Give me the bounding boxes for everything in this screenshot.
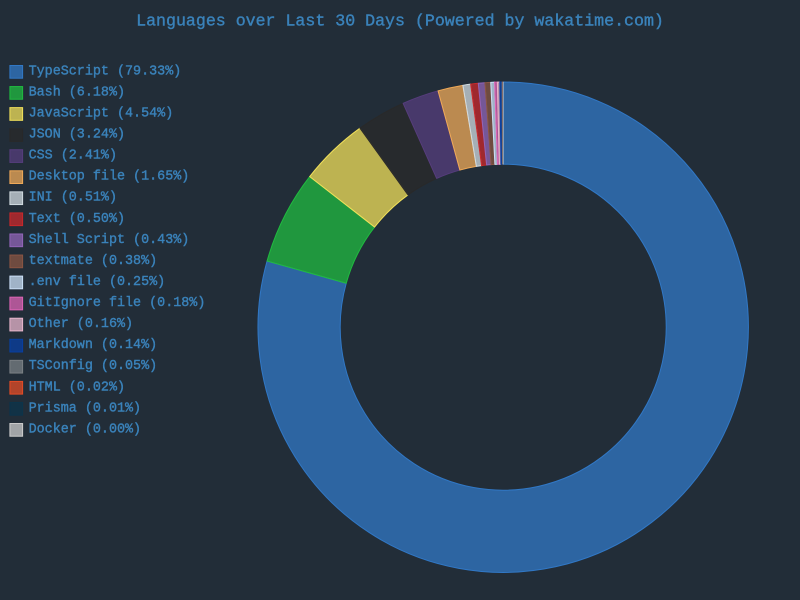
svg-text:.env file (0.25%): .env file (0.25%) [29, 275, 166, 290]
svg-text:HTML (0.02%): HTML (0.02%) [29, 380, 125, 395]
svg-text:Prisma (0.01%): Prisma (0.01%) [29, 401, 142, 416]
svg-text:Shell Script (0.43%): Shell Script (0.43%) [29, 233, 190, 248]
svg-text:INI (0.51%): INI (0.51%) [29, 191, 117, 206]
svg-text:Other (0.16%): Other (0.16%) [29, 317, 133, 332]
svg-text:Text (0.50%): Text (0.50%) [29, 212, 125, 227]
svg-text:TSConfig (0.05%): TSConfig (0.05%) [29, 359, 158, 374]
svg-text:GitIgnore file (0.18%): GitIgnore file (0.18%) [29, 296, 206, 311]
svg-text:Desktop file (1.65%): Desktop file (1.65%) [29, 170, 190, 185]
svg-text:Docker (0.00%): Docker (0.00%) [29, 422, 142, 437]
svg-text:CSS (2.41%): CSS (2.41%) [29, 149, 117, 164]
svg-text:textmate (0.38%): textmate (0.38%) [29, 254, 158, 269]
svg-text:Languages over Last 30 Days (P: Languages over Last 30 Days (Powered by … [136, 12, 664, 31]
svg-text:Bash (6.18%): Bash (6.18%) [29, 85, 125, 100]
svg-text:TypeScript (79.33%): TypeScript (79.33%) [29, 64, 182, 79]
svg-text:JavaScript (4.54%): JavaScript (4.54%) [29, 106, 174, 121]
svg-text:JSON (3.24%): JSON (3.24%) [29, 128, 125, 143]
svg-text:Markdown (0.14%): Markdown (0.14%) [29, 338, 158, 353]
